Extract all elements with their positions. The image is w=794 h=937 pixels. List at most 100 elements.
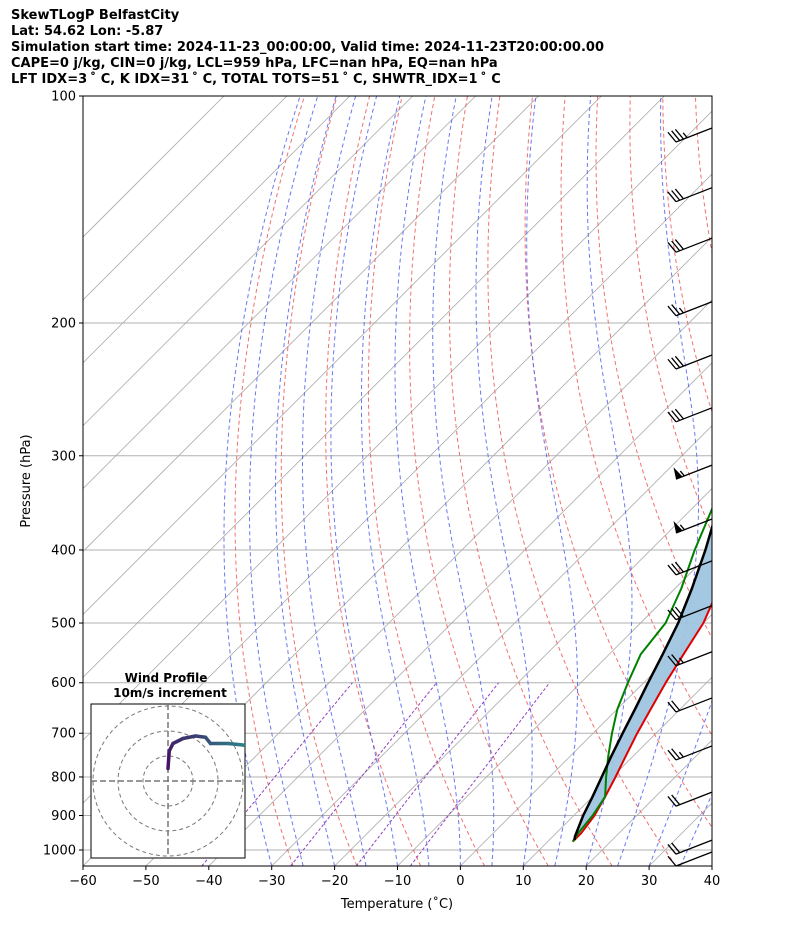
wind-barb	[667, 851, 713, 867]
y-tick-label: 1000	[43, 844, 76, 859]
hodograph-segment	[166, 749, 171, 771]
simulation-times: Simulation start time: 2024-11-23_00:00:…	[11, 40, 604, 55]
y-tick-label: 600	[51, 676, 76, 691]
hodograph-subtitle: 10m/s increment	[113, 686, 227, 700]
isotherm-line	[83, 96, 602, 615]
x-tick-label: 30	[641, 874, 658, 889]
x-tick-label: −60	[69, 874, 96, 889]
moist-adiabat-line	[223, 96, 301, 866]
x-tick-label: −10	[384, 874, 411, 889]
hodograph-inset: Wind Profile 10m/s increment	[90, 671, 254, 859]
isotherm-line	[648, 802, 712, 866]
wind-barb	[667, 407, 713, 423]
stability-indices: CAPE=0 j/kg, CIN=0 j/kg, LCL=959 hPa, LF…	[11, 56, 498, 71]
moist-adiabat-line	[680, 793, 712, 866]
wind-barb	[667, 651, 713, 667]
hodograph-rings	[91, 704, 245, 858]
wind-barb	[673, 518, 713, 534]
y-tick-label: 900	[51, 809, 76, 824]
hodograph-segment	[226, 741, 243, 747]
wind-barb	[667, 839, 713, 855]
x-tick-label: −20	[321, 874, 348, 889]
hodograph-trace	[166, 734, 254, 771]
hodograph-segment	[238, 743, 245, 748]
moist-adiabat-line	[330, 96, 398, 866]
axis-ticks: −60 −50 −40 −30 −20 −10 0 10 20 30 40 100 200 300 400 5…	[43, 90, 720, 890]
x-tick-label: 20	[578, 874, 595, 889]
wind-barb	[667, 560, 713, 576]
chart-title: SkewTLogP BelfastCity	[11, 8, 180, 23]
dry-adiabat-line	[761, 96, 794, 866]
station-coordinates: Lat: 54.62 Lon: -5.87	[11, 24, 164, 39]
isotherm-line	[271, 425, 712, 866]
y-tick-label: 800	[51, 770, 76, 785]
isotherm-line	[334, 488, 712, 866]
moist-adiabat-line	[302, 96, 367, 866]
dry-adiabat-line	[694, 96, 712, 256]
moist-adiabat-line	[394, 96, 461, 866]
dry-adiabat-line	[234, 96, 305, 866]
hodograph-segment	[251, 741, 254, 746]
x-tick-label: −50	[132, 874, 159, 889]
x-tick-label: 40	[704, 874, 721, 889]
isotherm-line	[711, 865, 712, 866]
isotherm-line	[83, 110, 712, 741]
sounding-profiles	[571, 506, 712, 843]
y-tick-label: 300	[51, 449, 76, 464]
dry-adiabat-line	[367, 96, 485, 866]
dry-adiabat-line	[524, 96, 712, 829]
moist-adiabat-line	[432, 96, 495, 866]
isotherm-line	[83, 96, 351, 364]
wind-barbs	[667, 127, 713, 867]
wind-barb	[667, 605, 713, 621]
isotherm-line	[523, 676, 712, 866]
dry-adiabat-line	[662, 96, 712, 414]
dewpoint-line	[571, 506, 712, 843]
wind-barb	[667, 745, 713, 761]
moist-adiabat-line	[648, 699, 712, 866]
wind-barb	[667, 354, 713, 370]
y-tick-label: 500	[51, 617, 76, 632]
y-tick-label: 400	[51, 543, 76, 558]
parcel-path-line	[573, 523, 712, 841]
dry-adiabat-line	[560, 96, 712, 737]
dry-adiabat-line	[487, 96, 677, 866]
mixing-ratio-line	[409, 682, 550, 866]
isotherm-line	[83, 96, 225, 238]
isotherm-line	[208, 362, 712, 866]
dry-adiabat-line	[448, 96, 613, 866]
moist-adiabat-line	[526, 96, 578, 866]
temperature-line	[571, 601, 712, 843]
x-tick-label: −30	[258, 874, 285, 889]
moist-adiabat-line	[711, 864, 712, 866]
y-tick-label: 100	[51, 90, 76, 105]
dry-adiabat-line	[325, 96, 422, 866]
wind-barb	[667, 697, 713, 713]
y-tick-label: 700	[51, 727, 76, 742]
y-tick-label: 200	[51, 316, 76, 331]
isotherm-line	[145, 299, 712, 866]
moist-adiabat-line	[617, 96, 699, 866]
isotherm-line	[397, 550, 712, 866]
chart-header: SkewTLogP BelfastCity Lat: 54.62 Lon: -5…	[11, 8, 604, 88]
wind-barb	[667, 237, 713, 253]
isotherm-line	[83, 96, 476, 490]
mixing-ratio-line	[355, 682, 500, 866]
x-tick-label: 0	[456, 874, 464, 889]
moist-adiabat-line	[585, 96, 633, 866]
x-tick-label: −40	[195, 874, 222, 889]
isotherm-line	[83, 96, 288, 301]
dry-adiabat-line	[629, 96, 712, 534]
dry-adiabat-line	[409, 96, 549, 866]
moist-adiabat-line	[275, 96, 337, 866]
wind-barb	[667, 127, 713, 143]
hodograph-segment	[181, 734, 198, 741]
isotherm-line	[460, 613, 712, 866]
y-axis-label: Pressure (hPa)	[19, 434, 34, 527]
x-axis-label: Temperature (˚C)	[340, 896, 453, 912]
lifted-indices: LFT IDX=3 ˚ C, K IDX=31 ˚ C, TOTAL TOTS=…	[11, 72, 501, 87]
dry-adiabat-line	[728, 96, 794, 866]
wind-barb	[667, 187, 713, 203]
mixing-ratio-line	[290, 682, 437, 866]
x-tick-label: 10	[515, 874, 532, 889]
